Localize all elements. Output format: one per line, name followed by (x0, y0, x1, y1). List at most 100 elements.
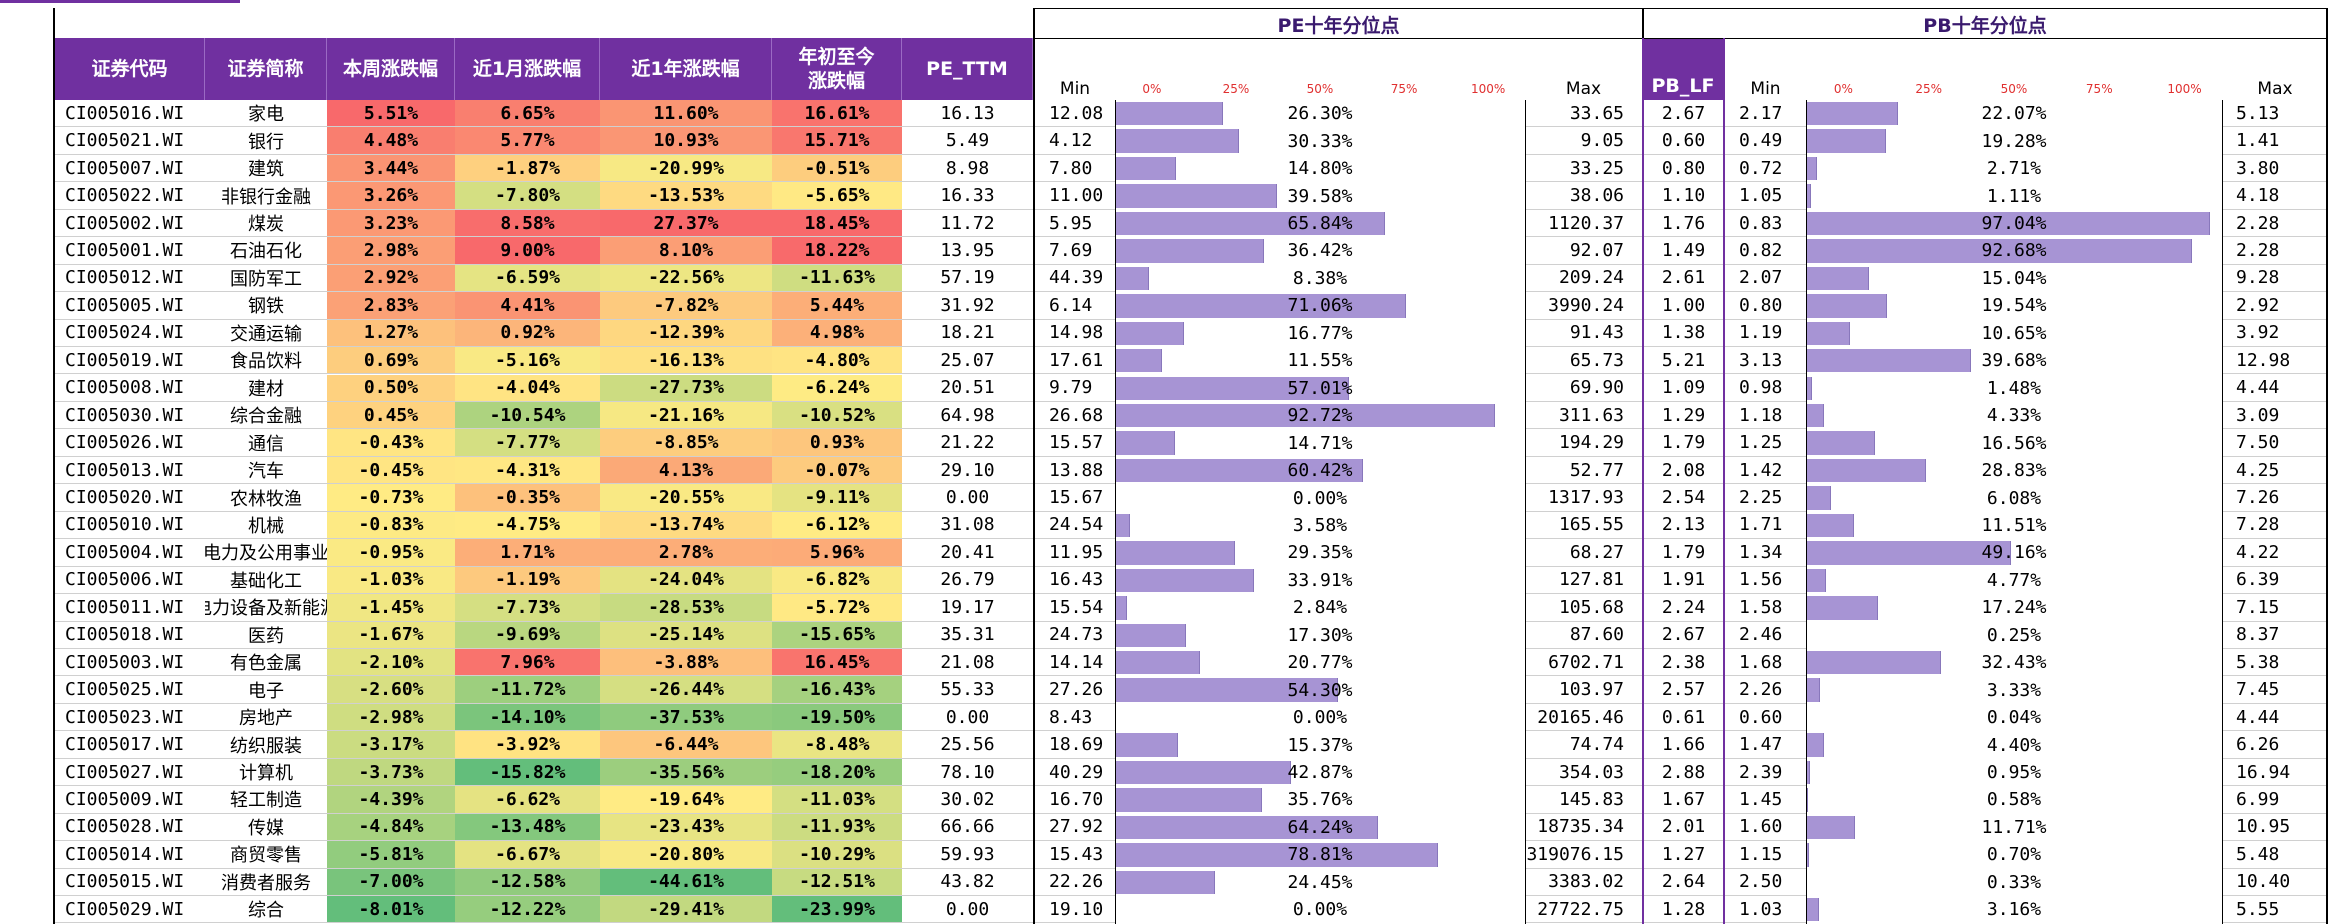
row-pe-ttm: 30.02 (902, 786, 1033, 814)
row-pe-ttm: 20.51 (902, 375, 1033, 402)
row-pe-max: 1120.37 (1525, 210, 1642, 238)
row-year: -28.53% (600, 594, 772, 622)
pe-percentile-label: 71.06% (1287, 295, 1353, 317)
row-year: 10.93% (600, 127, 772, 155)
pe-percentile-bar (1115, 184, 1278, 208)
pb-percentile-bar (1806, 568, 1826, 593)
row-name: 石油石化 (205, 237, 327, 265)
row-ytd: 18.45% (772, 209, 902, 238)
row-ytd: -8.48% (772, 731, 902, 759)
row-ytd: -11.93% (772, 813, 902, 842)
pb-percentile-label: 28.83% (1981, 460, 2047, 482)
pb-percentile-bar (1806, 211, 2210, 236)
row-pb-max: 6.99 (2222, 786, 2328, 814)
row-pb-lf: 2.13 (1642, 512, 1725, 540)
row-year: 4.13% (600, 456, 772, 485)
row-pe-max: 52.77 (1525, 457, 1642, 485)
row-year: -29.41% (600, 896, 772, 924)
pb-percentile-label: 3.33% (1986, 679, 2042, 701)
header-ytd-line1: 年初至今 (798, 46, 875, 68)
row-pe-min: 17.61 (1035, 347, 1115, 375)
row-pe-ttm: 64.98 (902, 402, 1033, 430)
row-code: CI005028.WI (55, 814, 205, 842)
row-ytd: -23.99% (772, 896, 902, 924)
row-code: CI005008.WI (55, 375, 205, 402)
row-year: -37.53% (600, 703, 772, 732)
row-pe-ttm: 18.21 (902, 320, 1033, 348)
row-week: -4.84% (327, 813, 455, 842)
row-year: 11.60% (600, 100, 772, 128)
header-year: 近1年涨跌幅 (600, 38, 772, 100)
row-pb-max: 4.18 (2222, 182, 2328, 210)
row-pe-ttm: 35.31 (902, 622, 1033, 649)
header-pb-min: Min (1750, 79, 1781, 99)
row-code: CI005030.WI (55, 402, 205, 430)
row-pe-ttm: 8.98 (902, 155, 1033, 183)
pe-percentile-bar (1115, 321, 1184, 346)
row-pe-min: 22.26 (1035, 869, 1115, 897)
pb-percentile-bar (1806, 760, 1810, 785)
top-accent-line (0, 0, 240, 3)
row-name: 建材 (205, 375, 327, 402)
row-pe-max: 319076.15 (1525, 841, 1642, 869)
pe-percentile-label: 14.80% (1287, 158, 1353, 180)
row-pb-max: 7.26 (2222, 484, 2328, 512)
row-pb-min: 1.25 (1725, 429, 1806, 457)
row-pe-ttm: 31.08 (902, 512, 1033, 540)
row-pe-max: 87.60 (1525, 622, 1642, 649)
row-pb-min: 1.47 (1725, 731, 1806, 759)
row-year: -3.88% (600, 649, 772, 677)
pe-percentile-bar (1115, 156, 1176, 181)
row-name: 电力设备及新能源 (205, 594, 327, 622)
row-name: 房地产 (205, 704, 327, 732)
row-month: -4.04% (455, 374, 600, 402)
row-pe-ttm: 55.33 (902, 676, 1033, 704)
pb-percentile-label: 10.65% (1981, 322, 2047, 344)
pb-percentile-bar (1806, 129, 1887, 153)
pb-percentile-label: 4.33% (1986, 405, 2042, 427)
row-pb-max: 6.39 (2222, 567, 2328, 595)
pb-percentile-label: 15.04% (1981, 267, 2047, 289)
row-week: 0.50% (327, 374, 455, 402)
row-ytd: 16.45% (772, 649, 902, 677)
pe-percentile-label: 30.33% (1287, 130, 1353, 152)
row-pe-min: 40.29 (1035, 759, 1115, 787)
row-pe-min: 15.43 (1035, 841, 1115, 869)
row-pb-max: 5.13 (2222, 100, 2328, 128)
pb-percentile-bar (1806, 239, 2192, 263)
row-ytd: -19.50% (772, 703, 902, 732)
row-year: -13.74% (600, 511, 772, 540)
row-pe-max: 27722.75 (1525, 896, 1642, 924)
row-pe-ttm: 13.95 (902, 237, 1033, 265)
pe-percentile-label: 65.84% (1287, 213, 1353, 235)
row-pe-ttm: 59.93 (902, 841, 1033, 869)
pb-percentile-label: 6.08% (1986, 487, 2042, 509)
pe-percentile-bar (1115, 458, 1363, 483)
pb-percentile-bar (1806, 513, 1854, 538)
row-code: CI005021.WI (55, 127, 205, 155)
row-pb-max: 2.92 (2222, 292, 2328, 320)
row-pb-max: 16.94 (2222, 759, 2328, 787)
row-name: 消费者服务 (205, 869, 327, 897)
row-code: CI005012.WI (55, 265, 205, 293)
row-month: 0.92% (455, 319, 600, 348)
pb-percentile-label: 92.68% (1981, 240, 2047, 262)
row-code: CI005002.WI (55, 210, 205, 238)
row-pe-max: 33.25 (1525, 155, 1642, 183)
header-top-rule (1035, 8, 2328, 9)
row-pe-min: 19.10 (1035, 896, 1115, 924)
row-pe-ttm: 21.08 (902, 649, 1033, 677)
pb-percentile-bar (1806, 294, 1888, 318)
pe-percentile-bar (1115, 513, 1130, 538)
row-pb-lf: 2.67 (1642, 622, 1725, 649)
row-pb-lf: 1.10 (1642, 182, 1725, 210)
row-name: 食品饮料 (205, 347, 327, 375)
row-pe-min: 24.73 (1035, 622, 1115, 649)
row-ytd: -6.24% (772, 374, 902, 402)
pb-percentile-label: 22.07% (1981, 103, 2047, 125)
row-code: CI005004.WI (55, 539, 205, 567)
row-pb-lf: 1.49 (1642, 237, 1725, 265)
row-ytd: -16.43% (772, 676, 902, 704)
row-pb-min: 2.46 (1725, 622, 1806, 649)
row-name: 通信 (205, 429, 327, 457)
